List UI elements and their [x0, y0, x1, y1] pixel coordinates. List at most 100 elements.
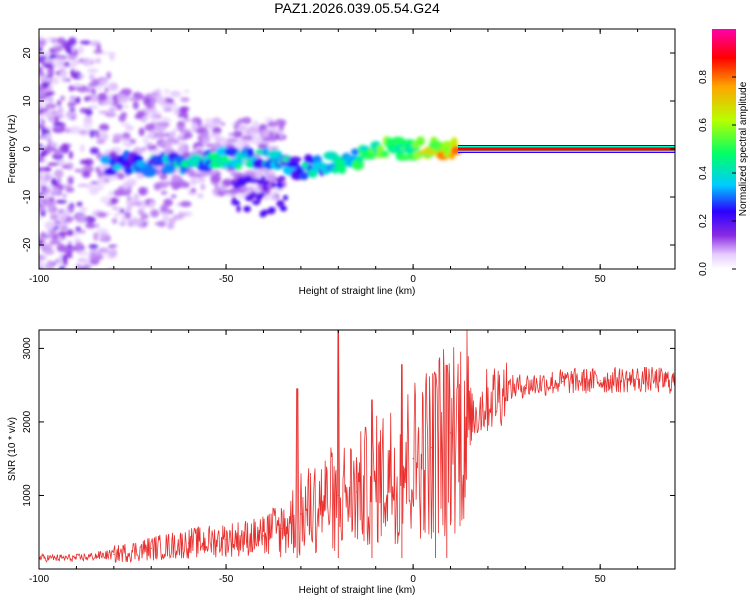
spectrogram-cell: [57, 177, 62, 184]
spectrogram-cell: [244, 195, 254, 202]
spectrogram-cell: [75, 241, 84, 251]
spectrogram-cell: [163, 118, 172, 123]
colorbar-tick-label: 0.4: [698, 166, 709, 180]
colorbar-tick-label: 0.6: [698, 118, 709, 132]
snr-point: [468, 417, 470, 419]
snr-point: [337, 494, 339, 497]
spectrogram-cell: [125, 125, 134, 131]
spectrogram-cell: [100, 196, 112, 204]
spectrogram-cell: [204, 118, 215, 123]
spectrogram-cell: [113, 189, 124, 197]
spectrogram-cell: [134, 113, 144, 120]
spectrogram-cell: [122, 132, 131, 139]
spectrogram-cell: [172, 214, 184, 220]
bottom-ytick-label: 1000: [22, 484, 33, 507]
spectrogram-cell: [108, 107, 117, 112]
spectrogram-cell: [64, 269, 72, 274]
spectrogram-cell: [130, 139, 136, 145]
spectrogram-cell: [252, 135, 263, 145]
spectrogram-cell: [83, 115, 93, 125]
spectrogram-cell: [64, 275, 68, 279]
spectrogram-cell: [98, 123, 110, 132]
spectrogram-cell: [119, 221, 126, 227]
spectrogram-cell: [64, 272, 70, 277]
spectrogram-cell: [259, 123, 268, 131]
spectrogram-cell: [71, 45, 76, 54]
spectrogram-cell: [52, 44, 64, 50]
spectrogram-cell: [216, 121, 223, 126]
spectrogram-cell: [416, 136, 426, 146]
spectrogram-cell: [256, 192, 265, 199]
colorbar: 0.0 0.2 0.4 0.6 0.8 Normalized spectral ampl…: [698, 29, 749, 276]
spectrogram-cell: [268, 120, 276, 127]
spectrogram-cell: [40, 185, 47, 191]
spectrogram-cell: [39, 118, 43, 125]
spectrogram-cell: [69, 125, 82, 134]
spectrogram-cell: [55, 150, 64, 156]
spectrogram-cell: [143, 97, 151, 106]
spectrogram-cell: [170, 194, 177, 199]
spectrogram-cell: [182, 118, 193, 122]
top-xtick-label: -100: [29, 274, 49, 285]
spectrogram-cell: [118, 114, 127, 123]
spectrogram-cell: [95, 272, 101, 279]
spectrogram-cell: [190, 169, 196, 176]
spectrogram-cell: [78, 74, 85, 78]
spectrogram-cell: [43, 65, 55, 69]
spectrogram-cell: [276, 200, 285, 208]
spectrogram-cell: [43, 248, 55, 255]
spectrogram-cell: [55, 199, 68, 204]
spectrogram-cell: [56, 243, 67, 253]
spectrogram-cell: [77, 229, 86, 234]
spectrogram-cell: [200, 183, 206, 191]
spectrogram-cell: [151, 105, 157, 114]
spectrogram-cell: [87, 95, 92, 100]
spectrogram-cell: [191, 187, 196, 193]
snr-point: [431, 447, 433, 449]
snr-point: [75, 557, 78, 559]
spectrogram-cell: [89, 94, 99, 103]
spectrogram-cell: [215, 136, 222, 144]
top-ytick-label: -10: [22, 189, 33, 204]
spectrogram-cell: [46, 96, 54, 103]
spectrogram-cell: [39, 260, 45, 269]
spectrogram-cell: [110, 55, 116, 60]
spectrogram-cell: [76, 213, 87, 219]
spectrogram-cell: [45, 187, 51, 194]
spectrogram-cell: [191, 122, 198, 130]
spectrogram-cell: [47, 162, 60, 166]
spectrogram-cell: [66, 229, 75, 237]
spectrogram-cell: [168, 209, 174, 215]
spectrogram-cell: [159, 204, 168, 213]
spectrogram-cell: [150, 209, 160, 218]
spectrogram-cell: [97, 170, 104, 178]
spectrogram-cell: [99, 164, 109, 169]
spectrogram-cell: [85, 222, 97, 229]
spectrogram-cell: [121, 215, 127, 223]
spectrogram-cell: [278, 175, 286, 181]
spectrogram-cell: [87, 68, 99, 74]
spectrogram-cell: [162, 214, 170, 223]
spectrogram-cell: [95, 223, 100, 229]
spectrogram-cell: [228, 132, 234, 137]
spectrogram-cell: [62, 193, 67, 199]
spectrogram-cell: [73, 270, 81, 273]
spectrogram-cell: [239, 124, 248, 134]
top-y-axis-label: Frequency (Hz): [7, 115, 18, 184]
snr-line: [39, 330, 675, 564]
spectrogram-cell: [101, 251, 111, 255]
spectrogram-cell: [39, 51, 51, 57]
spectrogram-cell: [67, 101, 76, 108]
spectrogram-cell: [248, 128, 254, 137]
spectrogram-cell: [57, 106, 64, 115]
spectrogram-cell: [251, 200, 261, 205]
spectrogram-cell: [112, 206, 119, 211]
spectrogram-cell: [54, 61, 61, 69]
spectrogram-cell: [178, 144, 188, 153]
chart-title: PAZ1.2026.039.05.54.G24: [274, 0, 440, 16]
spectrogram-cell: [163, 198, 173, 207]
spectrogram-cell: [210, 133, 222, 137]
spectrogram-cell: [265, 209, 276, 215]
spectrogram-cell: [104, 112, 117, 118]
